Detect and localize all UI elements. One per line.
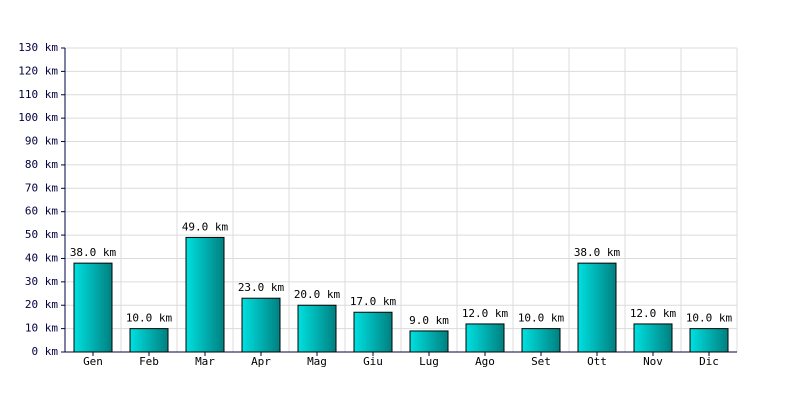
y-tick-label: 10 km: [25, 322, 58, 335]
y-tick-label: 50 km: [25, 228, 58, 241]
y-tick-label: 80 km: [25, 158, 58, 171]
value-label: 17.0 km: [350, 295, 397, 308]
y-tick-label: 100 km: [18, 111, 58, 124]
value-label: 10.0 km: [518, 312, 565, 325]
x-tick-label: Dic: [699, 355, 719, 368]
value-label: 38.0 km: [70, 246, 117, 259]
bar: [185, 236, 225, 353]
bar: [521, 328, 561, 353]
bar: [689, 328, 729, 353]
bar: [409, 330, 449, 353]
value-label: 10.0 km: [686, 312, 733, 325]
y-tick-label: 130 km: [18, 41, 58, 54]
bar: [577, 262, 617, 353]
bar: [129, 328, 169, 353]
y-tick-label: 90 km: [25, 135, 58, 148]
value-label: 12.0 km: [462, 307, 509, 320]
bar: [633, 323, 673, 353]
value-label: 38.0 km: [574, 246, 621, 259]
x-tick-label: Mag: [307, 355, 327, 368]
x-tick-label: Mar: [195, 355, 215, 368]
bar: [297, 304, 337, 353]
value-label: 12.0 km: [630, 307, 677, 320]
value-label: 23.0 km: [238, 281, 285, 294]
x-tick-label: Giu: [363, 355, 383, 368]
bar: [241, 297, 281, 353]
value-label: 10.0 km: [126, 312, 173, 325]
value-label: 9.0 km: [409, 314, 449, 327]
x-tick-label: Lug: [419, 355, 439, 368]
x-tick-label: Gen: [83, 355, 103, 368]
bar: [465, 323, 505, 353]
y-tick-label: 60 km: [25, 205, 58, 218]
y-tick-label: 0 km: [32, 345, 59, 358]
x-tick-label: Ago: [475, 355, 495, 368]
x-tick-label: Set: [531, 355, 551, 368]
x-tick-label: Feb: [139, 355, 159, 368]
bar: [73, 262, 113, 353]
y-tick-label: 30 km: [25, 275, 58, 288]
value-label: 20.0 km: [294, 288, 341, 301]
bar: [353, 311, 393, 353]
y-tick-label: 40 km: [25, 251, 58, 264]
x-tick-label: Ott: [587, 355, 607, 368]
y-tick-label: 20 km: [25, 298, 58, 311]
x-tick-label: Nov: [643, 355, 663, 368]
x-tick-label: Apr: [251, 355, 271, 368]
y-tick-label: 110 km: [18, 88, 58, 101]
y-tick-label: 70 km: [25, 181, 58, 194]
y-tick-label: 120 km: [18, 64, 58, 77]
value-label: 49.0 km: [182, 220, 229, 233]
